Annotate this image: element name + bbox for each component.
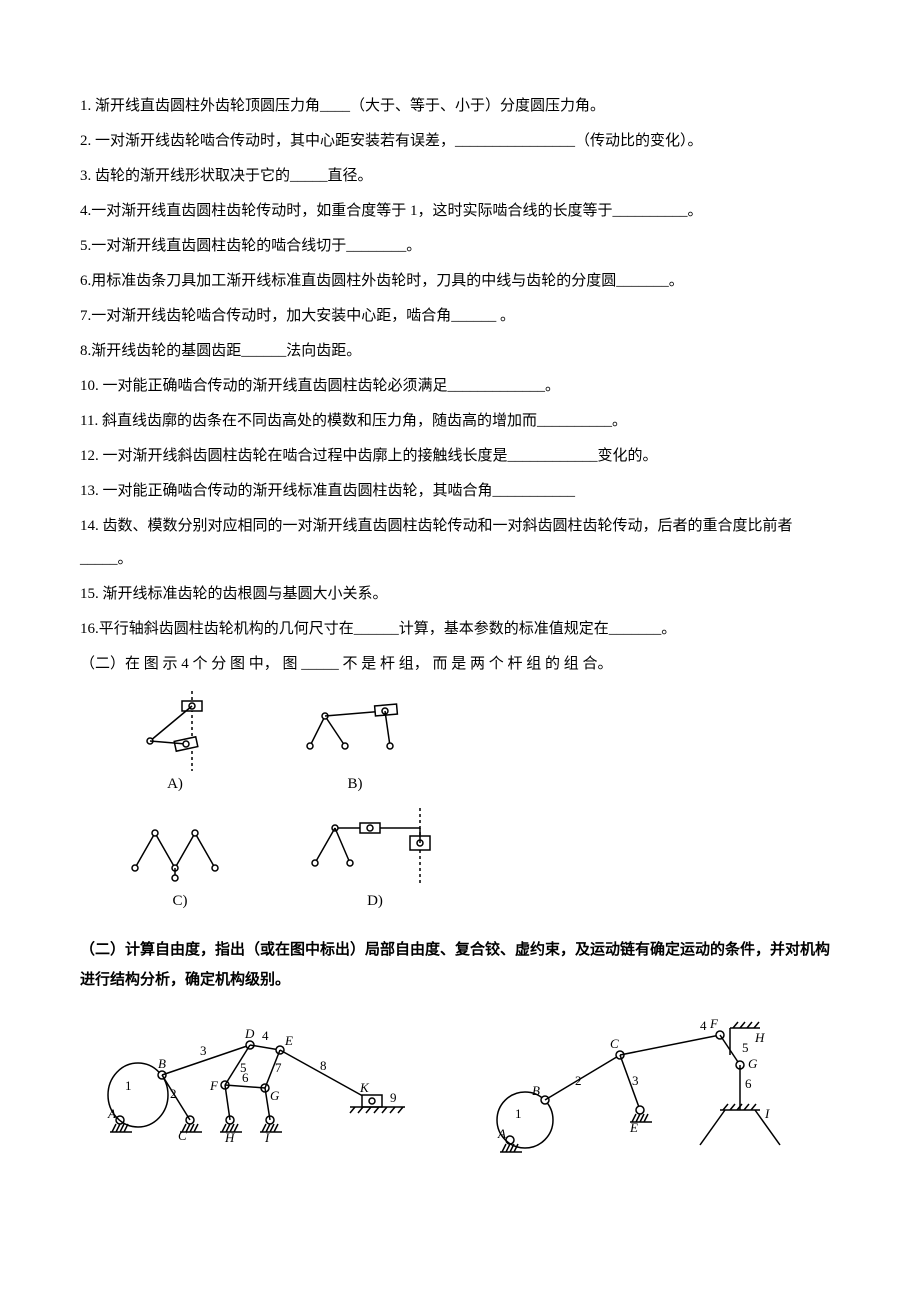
question-1: 1. 渐开线直齿圆柱外齿轮顶圆压力角____（大于、等于、小于）分度圆压力角。 <box>80 90 840 123</box>
svg-text:F: F <box>209 1078 219 1093</box>
svg-text:8: 8 <box>320 1058 327 1073</box>
svg-text:G: G <box>270 1088 280 1103</box>
mechanism-diagrams: A 1 B 2 3 D 4 E C <box>80 1010 840 1170</box>
diagram-label-b: B) <box>348 776 363 793</box>
question-4: 4.一对渐开线直齿圆柱齿轮传动时，如重合度等于 1，这时实际啮合线的长度等于__… <box>80 195 840 228</box>
svg-text:H: H <box>754 1030 765 1045</box>
mechanism-left: A 1 B 2 3 D 4 E C <box>80 1010 420 1150</box>
svg-text:4: 4 <box>262 1028 269 1043</box>
svg-text:5: 5 <box>742 1040 749 1055</box>
svg-text:H: H <box>224 1130 235 1145</box>
question-11: 11. 斜直线齿廓的齿条在不同齿高处的模数和压力角，随齿高的增加而_______… <box>80 405 840 438</box>
question-section2-intro: （二）在 图 示 4 个 分 图 中， 图 _____ 不 是 杆 组， 而 是… <box>80 648 840 681</box>
diagram-label-a: A) <box>167 776 183 793</box>
diagram-c: C) <box>120 818 240 910</box>
svg-text:I: I <box>764 1106 770 1121</box>
svg-text:9: 9 <box>390 1090 397 1105</box>
question-13: 13. 一对能正确啮合传动的渐开线标准直齿圆柱齿轮，其啮合角__________… <box>80 475 840 508</box>
svg-text:B: B <box>532 1083 540 1098</box>
svg-text:A: A <box>107 1106 116 1121</box>
section-2-heading: （二）计算自由度，指出（或在图中标出）局部自由度、复合铰、虚约束，及运动链有确定… <box>80 935 840 995</box>
question-8: 8.渐开线齿轮的基圆齿距______法向齿距。 <box>80 335 840 368</box>
question-7: 7.一对渐开线齿轮啮合传动时，加大安装中心距，啮合角______ 。 <box>80 300 840 333</box>
svg-text:1: 1 <box>515 1106 522 1121</box>
svg-text:6: 6 <box>745 1076 752 1091</box>
svg-text:3: 3 <box>632 1073 639 1088</box>
question-5: 5.一对渐开线直齿圆柱齿轮的啮合线切于________。 <box>80 230 840 263</box>
svg-text:C: C <box>178 1128 187 1143</box>
svg-text:4: 4 <box>700 1018 707 1033</box>
svg-text:2: 2 <box>575 1073 582 1088</box>
svg-text:K: K <box>359 1080 370 1095</box>
diagram-a: A) <box>120 691 230 793</box>
linkage-diagrams: A) <box>120 691 840 910</box>
svg-text:I: I <box>264 1130 270 1145</box>
svg-text:E: E <box>284 1033 293 1048</box>
diagram-d: D) <box>300 808 450 910</box>
question-10: 10. 一对能正确啮合传动的渐开线直齿圆柱齿轮必须满足_____________… <box>80 370 840 403</box>
svg-text:E: E <box>629 1120 638 1135</box>
svg-text:7: 7 <box>275 1060 282 1075</box>
svg-text:G: G <box>748 1056 758 1071</box>
question-3: 3. 齿轮的渐开线形状取决于它的_____直径。 <box>80 160 840 193</box>
diagram-b: B) <box>290 691 420 793</box>
svg-text:3: 3 <box>200 1043 207 1058</box>
question-14: 14. 齿数、模数分别对应相同的一对渐开线直齿圆柱齿轮传动和一对斜齿圆柱齿轮传动… <box>80 510 840 576</box>
diagram-label-c: C) <box>173 893 188 910</box>
svg-text:6: 6 <box>242 1070 249 1085</box>
svg-text:D: D <box>244 1026 255 1041</box>
svg-text:1: 1 <box>125 1078 132 1093</box>
question-12: 12. 一对渐开线斜齿圆柱齿轮在啮合过程中齿廓上的接触线长度是_________… <box>80 440 840 473</box>
question-2: 2. 一对渐开线齿轮啮合传动时，其中心距安装若有误差，_____________… <box>80 125 840 158</box>
question-6: 6.用标准齿条刀具加工渐开线标准直齿圆柱外齿轮时，刀具的中线与齿轮的分度圆___… <box>80 265 840 298</box>
svg-text:B: B <box>158 1056 166 1071</box>
question-15: 15. 渐开线标准齿轮的齿根圆与基圆大小关系。 <box>80 578 840 611</box>
svg-text:C: C <box>610 1036 619 1051</box>
mechanism-right: A 1 B 2 C 3 E 4 F <box>470 1010 810 1170</box>
diagram-label-d: D) <box>367 893 383 910</box>
svg-text:F: F <box>709 1016 719 1031</box>
question-16: 16.平行轴斜齿圆柱齿轮机构的几何尺寸在______计算，基本参数的标准值规定在… <box>80 613 840 646</box>
